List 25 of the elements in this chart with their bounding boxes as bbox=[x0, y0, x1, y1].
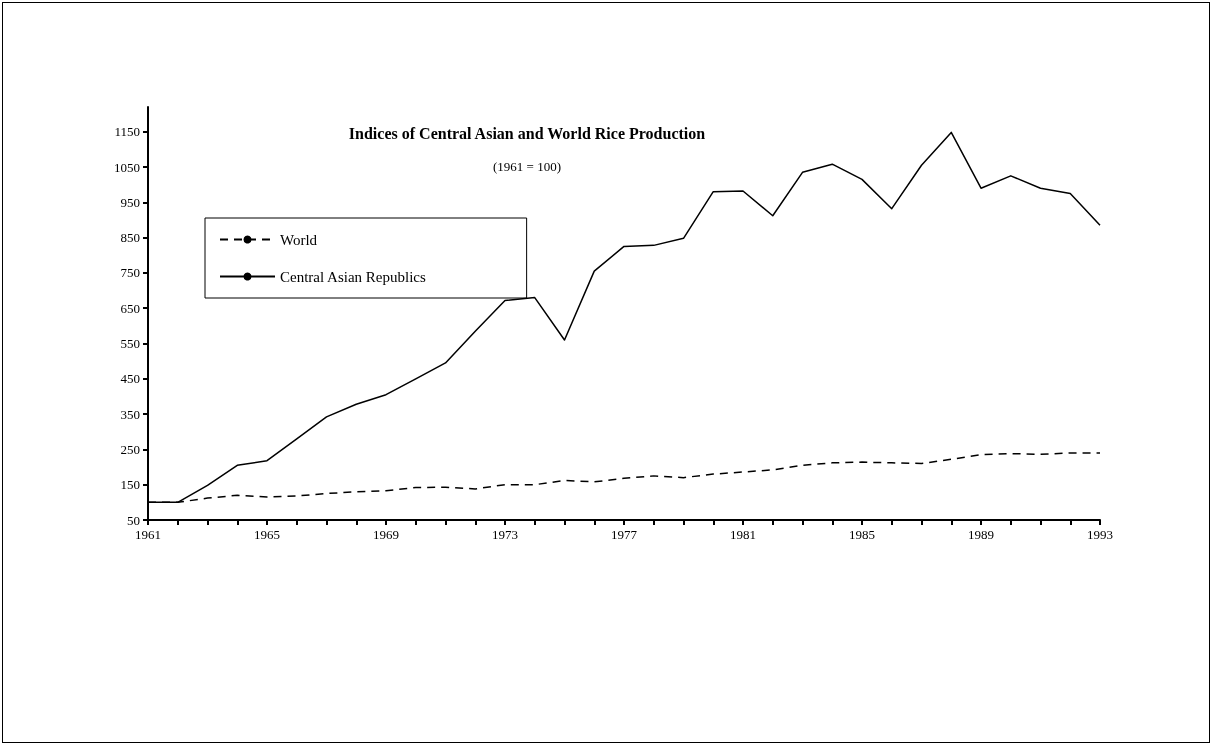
y-tick-label: 1150 bbox=[114, 124, 140, 140]
x-tick-label: 1965 bbox=[254, 527, 280, 542]
y-tick-label: 450 bbox=[120, 371, 140, 387]
x-tick-label: 1961 bbox=[135, 527, 161, 542]
legend-label: Central Asian Republics bbox=[280, 268, 426, 285]
text: Indices of Central Asian and World Rice Production bbox=[348, 124, 706, 142]
x-tick-label: 1981 bbox=[730, 527, 756, 542]
x-tick-label: 1977 bbox=[611, 527, 638, 542]
y-tick-label: 850 bbox=[120, 230, 140, 246]
y-tick-label: 350 bbox=[120, 406, 140, 422]
y-tick-label: 550 bbox=[120, 336, 140, 351]
text: (1961 = 100) bbox=[493, 159, 561, 174]
y-tick-label: 950 bbox=[120, 194, 140, 210]
legend-label: World bbox=[280, 231, 318, 248]
x-tick-label: 1993 bbox=[1087, 527, 1113, 542]
x-tick-label: 1969 bbox=[373, 527, 399, 542]
y-tick-label: 250 bbox=[120, 441, 140, 457]
y-tick-label: 150 bbox=[120, 477, 140, 493]
x-tick-label: 1985 bbox=[849, 527, 875, 542]
y-tick-label: 750 bbox=[120, 265, 140, 281]
x-tick-label: 1973 bbox=[492, 527, 518, 542]
y-tick-label: 1050 bbox=[114, 159, 140, 175]
y-tick-label: 50 bbox=[127, 512, 140, 528]
y-tick-label: 650 bbox=[120, 300, 140, 316]
x-tick-label: 1989 bbox=[968, 527, 994, 542]
